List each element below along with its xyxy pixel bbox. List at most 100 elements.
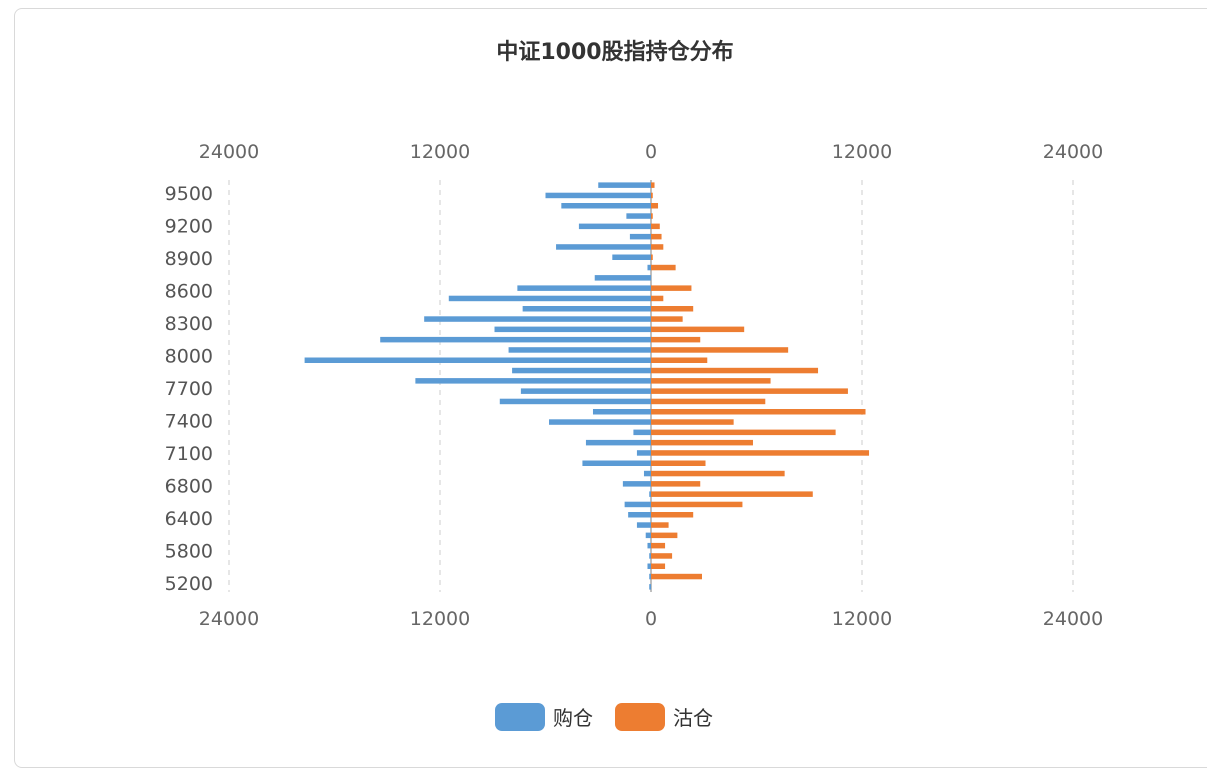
bar-buy-7700[interactable] bbox=[415, 378, 651, 384]
x-tick-bottom-0: 24000 bbox=[199, 608, 259, 630]
bar-sell-7300[interactable] bbox=[651, 419, 734, 425]
bar-buy-7000[interactable] bbox=[636, 450, 651, 456]
bar-buy-6000[interactable] bbox=[647, 542, 651, 549]
bar-sell-7700[interactable] bbox=[651, 378, 771, 384]
bar-sell-8200[interactable] bbox=[651, 326, 745, 333]
x-tick-bottom-4: 24000 bbox=[1043, 608, 1103, 630]
x-tick-bottom-1: 12000 bbox=[410, 608, 470, 630]
bar-buy-8300[interactable] bbox=[424, 316, 651, 322]
bar-buy-9200[interactable] bbox=[578, 223, 651, 230]
bar-buy-8100[interactable] bbox=[380, 336, 651, 343]
bar-buy-5400[interactable] bbox=[649, 573, 651, 580]
bar-sell-6400[interactable] bbox=[651, 512, 694, 518]
bar-sell-5600[interactable] bbox=[651, 563, 666, 570]
bar-buy-8700[interactable] bbox=[594, 275, 651, 281]
bar-buy-6400[interactable] bbox=[628, 512, 651, 518]
bar-sell-7100[interactable] bbox=[651, 439, 753, 446]
bar-sell-5400[interactable] bbox=[651, 573, 702, 580]
y-tick-8300: 8300 bbox=[165, 313, 213, 335]
x-tick-top-1: 12000 bbox=[410, 141, 470, 163]
bar-sell-9400[interactable] bbox=[651, 203, 659, 209]
bar-buy-8600[interactable] bbox=[517, 285, 651, 291]
bar-buy-7400[interactable] bbox=[592, 409, 651, 415]
y-tick-9200: 9200 bbox=[165, 216, 213, 238]
y-tick-5200: 5200 bbox=[165, 573, 213, 595]
bar-sell-8000[interactable] bbox=[651, 347, 789, 353]
chart-card bbox=[14, 8, 1207, 768]
bar-sell-6200[interactable] bbox=[651, 532, 678, 539]
bar-sell-7200[interactable] bbox=[651, 429, 836, 436]
bar-buy-7100[interactable] bbox=[585, 439, 651, 446]
x-tick-top-3: 12000 bbox=[832, 141, 892, 163]
legend-label-buy: 购仓 bbox=[553, 706, 593, 730]
bar-sell-5800[interactable] bbox=[651, 553, 673, 559]
bar-sell-9200[interactable] bbox=[651, 223, 660, 230]
bar-sell-7800[interactable] bbox=[651, 367, 819, 374]
bar-sell-9100[interactable] bbox=[651, 233, 662, 240]
bar-buy-7900[interactable] bbox=[304, 357, 651, 364]
bar-buy-9300[interactable] bbox=[626, 213, 651, 219]
bar-sell-7600[interactable] bbox=[651, 388, 848, 394]
bar-sell-8600[interactable] bbox=[651, 285, 692, 291]
bar-buy-6700[interactable] bbox=[622, 481, 651, 487]
bar-buy-6200[interactable] bbox=[645, 532, 651, 539]
y-tick-8900: 8900 bbox=[165, 248, 213, 270]
y-tick-8000: 8000 bbox=[165, 346, 213, 368]
bar-sell-7900[interactable] bbox=[651, 357, 708, 364]
bar-sell-6900[interactable] bbox=[651, 460, 706, 467]
bar-sell-8500[interactable] bbox=[651, 295, 664, 302]
bar-buy-9600[interactable] bbox=[598, 182, 651, 188]
bar-buy-7800[interactable] bbox=[512, 367, 651, 374]
bar-sell-8400[interactable] bbox=[651, 306, 694, 312]
bar-sell-9000[interactable] bbox=[651, 244, 664, 250]
bar-buy-5600[interactable] bbox=[647, 563, 651, 570]
bar-buy-5800[interactable] bbox=[649, 553, 651, 559]
y-tick-9500: 9500 bbox=[165, 183, 213, 205]
bar-buy-6300[interactable] bbox=[636, 522, 651, 528]
bar-buy-9500[interactable] bbox=[545, 192, 652, 199]
bar-buy-6600[interactable] bbox=[649, 491, 651, 497]
bar-buy-6500[interactable] bbox=[624, 501, 651, 508]
bar-buy-5200[interactable] bbox=[649, 584, 651, 590]
bar-sell-6300[interactable] bbox=[651, 522, 669, 528]
y-tick-5800: 5800 bbox=[165, 541, 213, 563]
bar-buy-8200[interactable] bbox=[494, 326, 651, 333]
bar-sell-6500[interactable] bbox=[651, 501, 743, 508]
x-tick-top-4: 24000 bbox=[1043, 141, 1103, 163]
bar-buy-7300[interactable] bbox=[549, 419, 651, 425]
bar-buy-7600[interactable] bbox=[520, 388, 651, 394]
bar-buy-8400[interactable] bbox=[522, 306, 651, 312]
bar-sell-7400[interactable] bbox=[651, 409, 866, 415]
bar-sell-8900[interactable] bbox=[651, 254, 653, 261]
bar-sell-9500[interactable] bbox=[651, 192, 653, 199]
bar-sell-6700[interactable] bbox=[651, 481, 701, 487]
bar-buy-9400[interactable] bbox=[561, 203, 651, 209]
bar-sell-9600[interactable] bbox=[651, 182, 655, 188]
bar-buy-8000[interactable] bbox=[508, 347, 651, 353]
bar-sell-7500[interactable] bbox=[651, 398, 766, 405]
bar-sell-6000[interactable] bbox=[651, 542, 666, 549]
legend-item-buy[interactable]: 购仓 bbox=[495, 702, 593, 731]
bar-sell-6800[interactable] bbox=[651, 470, 785, 477]
bar-buy-9000[interactable] bbox=[556, 244, 651, 250]
bar-buy-9100[interactable] bbox=[629, 233, 651, 240]
bar-sell-8100[interactable] bbox=[651, 336, 701, 343]
bar-sell-7000[interactable] bbox=[651, 450, 870, 456]
bar-buy-6800[interactable] bbox=[643, 470, 651, 477]
bar-buy-7200[interactable] bbox=[633, 429, 651, 436]
bar-buy-7500[interactable] bbox=[499, 398, 651, 405]
bar-sell-6600[interactable] bbox=[651, 491, 813, 497]
bar-sell-8800[interactable] bbox=[651, 264, 676, 271]
bar-sell-8300[interactable] bbox=[651, 316, 683, 322]
legend-item-sell[interactable]: 沽仓 bbox=[615, 702, 713, 731]
y-tick-7400: 7400 bbox=[165, 411, 213, 433]
bar-buy-8500[interactable] bbox=[448, 295, 651, 302]
x-tick-top-0: 24000 bbox=[199, 141, 259, 163]
bar-sell-9300[interactable] bbox=[651, 213, 653, 219]
y-tick-6400: 6400 bbox=[165, 508, 213, 530]
y-tick-7100: 7100 bbox=[165, 443, 213, 465]
bar-buy-8900[interactable] bbox=[612, 254, 651, 261]
y-tick-7700: 7700 bbox=[165, 378, 213, 400]
bar-buy-8800[interactable] bbox=[647, 264, 651, 271]
bar-buy-6900[interactable] bbox=[582, 460, 651, 467]
